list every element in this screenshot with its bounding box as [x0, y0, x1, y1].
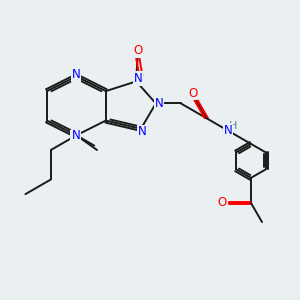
- Text: N: N: [138, 125, 147, 138]
- Text: N: N: [72, 68, 81, 81]
- Text: O: O: [133, 44, 142, 57]
- Text: N: N: [224, 124, 233, 137]
- Text: N: N: [134, 72, 142, 85]
- Text: O: O: [218, 196, 227, 209]
- Text: N: N: [72, 129, 81, 142]
- Text: O: O: [188, 87, 198, 100]
- Text: N: N: [70, 130, 79, 143]
- Text: N: N: [155, 97, 164, 110]
- Text: H: H: [229, 122, 238, 131]
